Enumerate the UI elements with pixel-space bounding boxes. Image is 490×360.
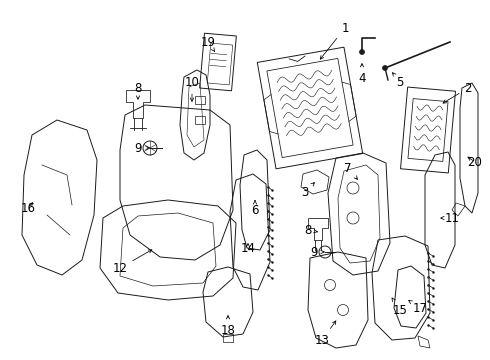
Text: 15: 15 [392, 298, 408, 316]
Text: 2: 2 [443, 81, 472, 103]
Circle shape [383, 66, 388, 71]
Text: 9: 9 [134, 141, 149, 154]
Text: 8: 8 [304, 224, 318, 237]
Text: 19: 19 [200, 36, 216, 51]
Text: 17: 17 [409, 301, 427, 315]
Text: 10: 10 [185, 76, 199, 102]
Text: 3: 3 [301, 183, 315, 198]
Text: 14: 14 [241, 242, 255, 255]
Text: 16: 16 [21, 202, 35, 215]
Circle shape [360, 49, 365, 54]
Text: 18: 18 [220, 316, 235, 337]
Text: 20: 20 [467, 156, 483, 168]
Text: 9: 9 [310, 246, 324, 258]
Text: 4: 4 [358, 64, 366, 85]
Text: 7: 7 [344, 162, 357, 179]
Text: 12: 12 [113, 250, 152, 274]
Text: 5: 5 [392, 73, 404, 89]
Text: 8: 8 [134, 81, 142, 99]
Text: 6: 6 [251, 201, 259, 216]
Text: 13: 13 [315, 321, 336, 346]
Text: 11: 11 [441, 211, 460, 225]
Text: 1: 1 [320, 22, 349, 59]
